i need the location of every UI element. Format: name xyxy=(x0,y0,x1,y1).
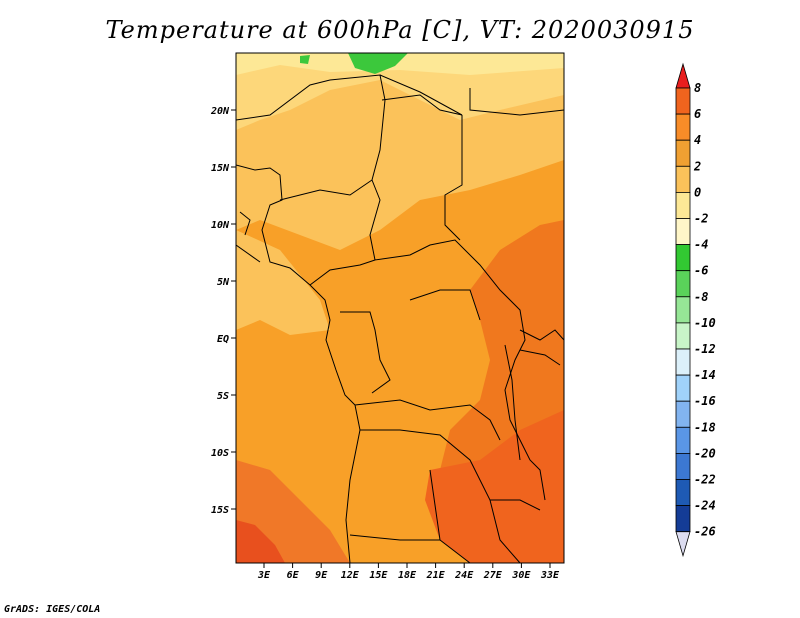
colorbar-label: -16 xyxy=(694,394,716,408)
field-band-neg4 xyxy=(348,53,408,74)
colorbar-segment xyxy=(675,87,691,115)
colorbar-segment xyxy=(675,244,691,272)
field-band-southwest-hot xyxy=(236,520,285,563)
lat-tick-label: 10N xyxy=(211,220,230,231)
colorbar-label: -26 xyxy=(694,525,716,539)
colorbar-label: -20 xyxy=(694,446,716,460)
colorbar-top-arrow xyxy=(675,62,691,89)
colorbar-segment xyxy=(675,374,691,402)
lat-tick-label: 20N xyxy=(210,106,230,117)
lat-tick-label: EQ xyxy=(217,334,229,345)
colorbar-segment xyxy=(675,322,691,350)
map-frame xyxy=(235,52,565,564)
lat-tick-label: 15N xyxy=(211,163,230,174)
latitude-axis: 20N 15N 10N 5N EQ 5S 10S 15S xyxy=(210,106,236,516)
colorbar-segment xyxy=(675,191,691,219)
colorbar-segment xyxy=(675,218,691,246)
longitude-axis: 3E 6E 9E 12E 15E 18E 21E 24E 27E 30E 33E xyxy=(257,563,560,581)
lon-tick-label: 9E xyxy=(315,570,328,581)
grads-credit: GrADS: IGES/COLA xyxy=(4,604,101,615)
colorbar-label: -2 xyxy=(694,212,708,226)
colorbar-segment xyxy=(675,479,691,507)
country-borders xyxy=(236,74,564,563)
colorbar-label: 6 xyxy=(694,107,701,121)
colorbar-label: -24 xyxy=(694,499,716,513)
colorbar-label: -12 xyxy=(694,342,716,356)
lon-tick-label: 27E xyxy=(483,570,503,581)
colorbar-label: -4 xyxy=(694,238,708,252)
lat-tick-label: 5N xyxy=(217,277,230,288)
colorbar-segment xyxy=(675,426,691,454)
field-band-neg2 xyxy=(236,53,564,75)
lat-tick-label: 5S xyxy=(217,391,229,402)
colorbar-label: 0 xyxy=(694,185,701,199)
colorbar-bottom-arrow xyxy=(675,531,691,558)
colorbar-segment xyxy=(675,400,691,428)
lon-tick-label: 24E xyxy=(454,570,474,581)
lon-tick-label: 30E xyxy=(511,570,531,581)
colorbar-label: 2 xyxy=(693,159,701,173)
lon-tick-label: 15E xyxy=(369,570,388,581)
colorbar-segment xyxy=(675,270,691,298)
colorbar: 8 6 4 2 0 -2 -4 -6 -8 -10 -12 -14 -16 -18 -20 -22 -24 -26 xyxy=(675,62,716,558)
lon-tick-label: 18E xyxy=(398,570,417,581)
colorbar-segment xyxy=(675,348,691,376)
temperature-field xyxy=(236,53,564,563)
colorbar-segment xyxy=(675,452,691,480)
colorbar-label: 4 xyxy=(694,133,701,147)
field-band-southeast xyxy=(425,410,564,563)
field-band-west-coast xyxy=(236,230,330,335)
lon-tick-label: 12E xyxy=(341,570,360,581)
lat-tick-label: 15S xyxy=(211,505,229,516)
colorbar-label: -22 xyxy=(694,473,716,487)
lon-tick-label: 6E xyxy=(287,570,300,581)
colorbar-label: -18 xyxy=(694,420,716,434)
field-spot-neg4 xyxy=(300,55,310,64)
colorbar-segment xyxy=(675,113,691,141)
lon-tick-label: 3E xyxy=(257,570,271,581)
colorbar-label: -8 xyxy=(694,290,708,304)
colorbar-label: -10 xyxy=(694,316,716,330)
chart-title: Temperature at 600hPa [C], VT: 202003091… xyxy=(105,16,695,44)
lon-tick-label: 33E xyxy=(540,570,560,581)
field-band-east-4to6 xyxy=(440,220,564,480)
colorbar-segment xyxy=(675,165,691,193)
colorbar-segment xyxy=(675,505,691,533)
lon-tick-label: 21E xyxy=(426,570,446,581)
colorbar-label: -6 xyxy=(694,264,708,278)
colorbar-label: 8 xyxy=(694,81,701,95)
colorbar-label: -14 xyxy=(694,368,716,382)
colorbar-segment xyxy=(675,139,691,167)
lat-tick-label: 10S xyxy=(211,448,229,459)
colorbar-segment xyxy=(675,296,691,324)
